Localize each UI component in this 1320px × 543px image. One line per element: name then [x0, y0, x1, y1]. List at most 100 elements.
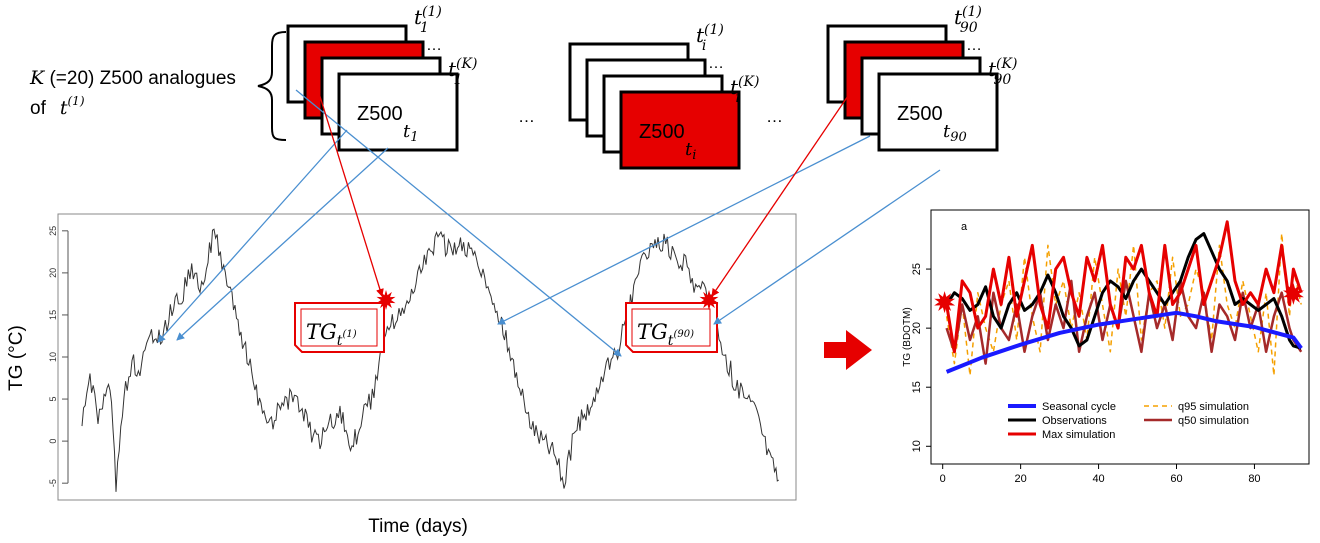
left-y-axis: -5 0 5 10 15 20 25 — [48, 226, 69, 487]
left-plot-star-1 — [376, 290, 396, 310]
left-x-axis-label: Time (days) — [368, 516, 468, 537]
card-t-sub: 1 — [410, 130, 418, 145]
analogues-brace — [257, 31, 287, 141]
right-y-tick-label: 10 — [911, 440, 923, 452]
series-seasonal-cycle — [945, 310, 1303, 374]
stack-top-label: t(1) i — [696, 22, 724, 54]
legend-label: Max simulation — [1042, 429, 1115, 441]
z500-card-front — [877, 72, 999, 152]
left-plot-stars — [376, 290, 719, 310]
tg-box-t1-sup: (1) — [342, 329, 356, 340]
stack-top-sub: 90 — [960, 20, 978, 36]
left-y-axis-label: TG (°C) — [6, 325, 27, 391]
blue-arrow-3 — [295, 89, 622, 357]
red-arrow-2 — [711, 89, 853, 297]
right-x-tick-label: 60 — [1170, 473, 1182, 485]
stack-top-sup: (1) — [962, 4, 982, 20]
card-t-label: ti — [685, 139, 696, 163]
svg-text:TGt(1): TGt(1) — [306, 320, 357, 349]
blue-arrow-1 — [157, 129, 348, 343]
legend-label: Observations — [1042, 415, 1107, 427]
tg-observed-series — [81, 228, 779, 492]
stack-k-sub: 1 — [453, 72, 462, 88]
ellipsis-2: … — [766, 107, 783, 126]
plot-frame — [57, 213, 797, 501]
right-chart-frame — [930, 209, 1310, 465]
right-y-tick-label: 20 — [911, 322, 923, 334]
left-y-tick-label: 15 — [48, 310, 58, 320]
tg-box-t1: TGt(1) — [294, 302, 385, 353]
right-chart-star-end — [1283, 282, 1304, 305]
right-chart-y-label: TG (BDOTM) — [902, 307, 913, 366]
analogues-t: t — [60, 97, 68, 119]
stack-k-sub: i — [735, 90, 739, 106]
tg-time-series-plot: -5 0 5 10 15 20 25 TG (°C) Time (days) — [6, 213, 797, 537]
tg-box-t90: TGt(90) — [625, 302, 718, 353]
stack-top-sub: i — [702, 38, 706, 54]
card-t-label: t90 — [943, 121, 967, 145]
stack-ellipsis: … — [966, 37, 982, 54]
blue-arrow-2 — [176, 147, 389, 341]
right-chart-stars — [934, 282, 1304, 314]
stack-ellipsis: … — [426, 37, 442, 54]
right-x-tick-label: 0 — [940, 473, 946, 485]
left-y-tick-label: 20 — [48, 268, 58, 278]
right-chart-series — [945, 220, 1303, 377]
tg-box-t1-sub: t — [337, 333, 343, 349]
svg-text:oft(1): of t(1) — [30, 94, 85, 119]
z500-card-front — [619, 90, 741, 170]
big-red-arrow — [824, 330, 872, 370]
z500-label: Z500 — [639, 121, 685, 143]
stack-k-sub: 90 — [993, 72, 1011, 88]
analogues-text: (=20) Z500 analogues — [44, 68, 236, 89]
left-y-tick-label: 0 — [48, 439, 58, 444]
right-chart-axes: 0 20 40 60 80 10 15 20 25 — [911, 263, 1261, 485]
left-y-tick-label: 25 — [48, 226, 58, 236]
right-y-tick-label: 15 — [911, 381, 923, 393]
tg-box-t90-sup: (90) — [673, 329, 694, 340]
stack-top-sup: (1) — [422, 4, 442, 20]
left-y-tick-label: -5 — [48, 479, 58, 487]
red-arrow-1 — [317, 89, 384, 297]
blue-arrows — [157, 89, 941, 357]
ellipsis-1: … — [518, 107, 535, 126]
red-arrows — [317, 89, 853, 297]
card-t-sub: i — [692, 148, 696, 163]
z500-label: Z500 — [357, 103, 403, 125]
tg-box-t90-sub: t — [668, 333, 674, 349]
analogues-of: of — [30, 98, 47, 119]
left-plot-star-2 — [699, 290, 719, 310]
analogues-t-sup: (1) — [68, 94, 85, 108]
stack-k-sup: (K) — [996, 56, 1017, 72]
right-chart-legend: Seasonal cycle Observations Max simulation… — [1008, 401, 1249, 441]
right-x-tick-label: 80 — [1248, 473, 1260, 485]
tg-box-t90-main: TG — [637, 320, 668, 344]
series-q95-simulation — [945, 232, 1302, 377]
z500-card-front — [337, 72, 459, 152]
right-chart-panel-label: a — [961, 221, 968, 233]
stack-top-sup: (1) — [704, 22, 724, 38]
svg-text:TGt(90): TGt(90) — [637, 320, 694, 349]
right-chart-star-start — [934, 291, 956, 314]
right-x-tick-label: 40 — [1092, 473, 1104, 485]
card-t-sub: 90 — [950, 130, 967, 145]
svg-text:K (=20) Z500 analogues: K (=20) Z500 analogues — [29, 67, 236, 89]
stack-top-label: t(1) 90 — [954, 4, 982, 36]
blue-arrow-5 — [713, 169, 941, 325]
right-y-tick-label: 25 — [911, 263, 923, 275]
stack-k-sup: (K) — [738, 74, 759, 90]
left-y-tick-label: 10 — [48, 352, 58, 362]
blue-arrow-4 — [497, 135, 871, 325]
stack-k-sup: (K) — [456, 56, 477, 72]
stack-top-label: t(1) 1 — [414, 4, 442, 36]
right-x-tick-label: 20 — [1015, 473, 1027, 485]
z500-label: Z500 — [897, 103, 943, 125]
left-y-tick-label: 5 — [48, 397, 58, 402]
stack-ellipsis: … — [708, 55, 724, 72]
series-q50-simulation — [945, 279, 1303, 365]
legend-label: q95 simulation — [1178, 401, 1249, 413]
legend-label: Seasonal cycle — [1042, 401, 1116, 413]
